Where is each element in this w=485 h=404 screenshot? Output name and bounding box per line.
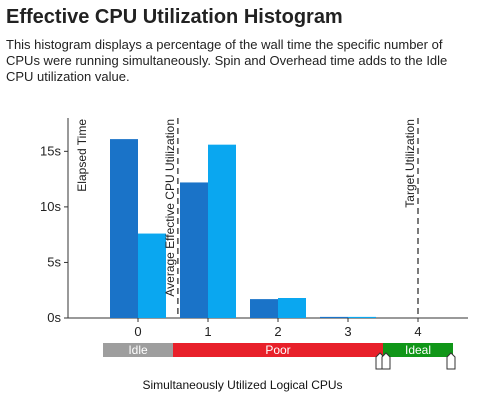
- x-tick-label: 0: [134, 324, 141, 339]
- y-axis-label: Elapsed Time: [75, 119, 89, 192]
- band-poor: [173, 343, 383, 357]
- chart-description: This histogram displays a percentage of …: [6, 37, 448, 84]
- y-tick-label: 0s: [47, 310, 61, 325]
- bar-3-series-1: [320, 316, 348, 318]
- bar-2-series-2: [278, 298, 306, 318]
- bar-0-series-2: [138, 233, 166, 318]
- x-tick-label: 1: [204, 324, 211, 339]
- bar-2-series-1: [250, 299, 278, 318]
- bar-1-series-2: [208, 144, 236, 318]
- x-axis-label: Simultaneously Utilized Logical CPUs: [142, 378, 343, 392]
- threshold-marker-icon: [446, 352, 456, 370]
- band-ideal: [383, 343, 453, 357]
- band-idle: [103, 343, 173, 357]
- bar-1-series-1: [180, 182, 208, 318]
- x-tick-label: 2: [274, 324, 281, 339]
- band-label-poor: Poor: [265, 343, 290, 357]
- threshold-marker-icon: [381, 352, 391, 370]
- x-tick-label: 4: [414, 324, 421, 339]
- bar-3-series-2: [348, 316, 376, 318]
- target-utilization-label: Target Utilization: [403, 119, 417, 208]
- x-tick-label: 3: [344, 324, 351, 339]
- chart-title: Effective CPU Utilization Histogram: [6, 6, 343, 28]
- average-utilization-label: Average Effective CPU Utilization: [163, 119, 177, 297]
- y-tick-label: 15s: [40, 143, 61, 158]
- y-tick-label: 5s: [47, 254, 61, 269]
- bar-0-series-1: [110, 139, 138, 318]
- band-label-idle: Idle: [128, 343, 148, 357]
- y-tick-label: 10s: [40, 199, 61, 214]
- band-label-ideal: Ideal: [405, 343, 431, 357]
